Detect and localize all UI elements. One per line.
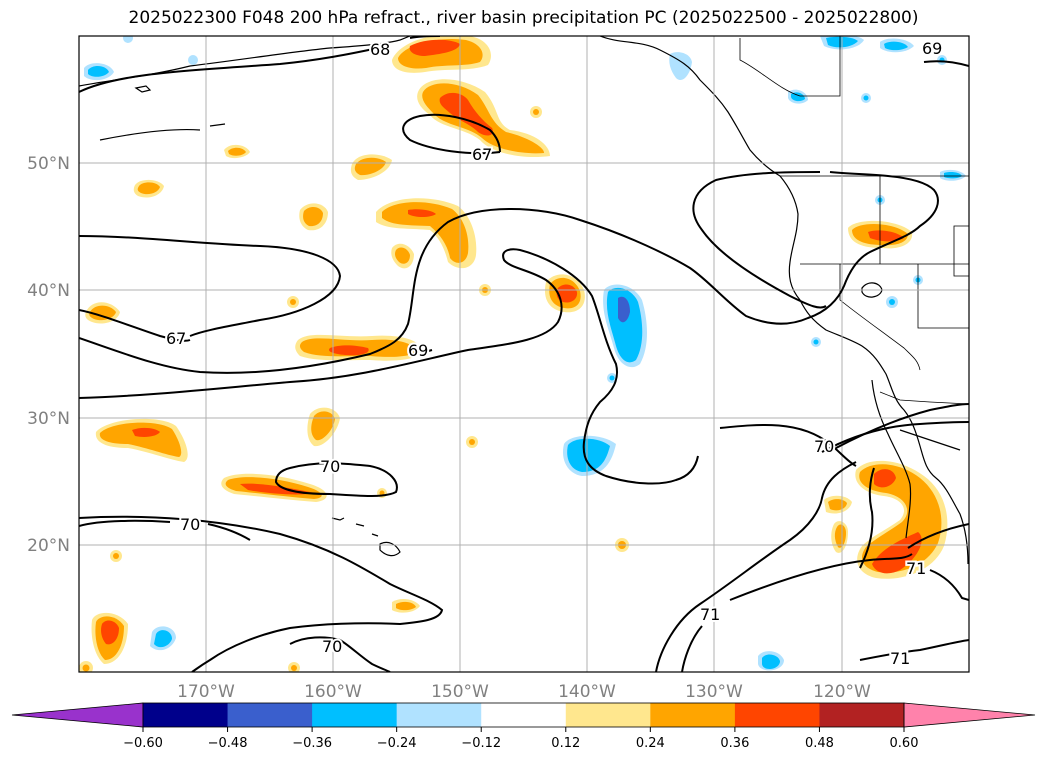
contour-label: 71 bbox=[700, 605, 720, 624]
contour-label: 67 bbox=[166, 329, 186, 348]
contour-label: 70 bbox=[322, 637, 342, 656]
lat-label: 40°N bbox=[27, 281, 70, 301]
longitude-labels: 170°W 160°W 150°W 140°W 130°W 120°W bbox=[177, 682, 871, 702]
lon-label: 150°W bbox=[431, 682, 489, 702]
lon-label: 170°W bbox=[177, 682, 235, 702]
colorbar-cell bbox=[481, 703, 567, 727]
colorbar-extend-left bbox=[11, 702, 144, 728]
contour-label: 70 bbox=[180, 515, 200, 534]
colorbar-extend-right bbox=[903, 702, 1036, 728]
colorbar: −0.60 −0.48 −0.36 −0.24 −0.12 0.12 0.24 0.36 0.4… bbox=[11, 702, 1036, 751]
contour-label: 69 bbox=[922, 39, 942, 58]
contour-label: 69 bbox=[408, 341, 428, 360]
colorbar-tick-label: −0.48 bbox=[208, 736, 248, 751]
colorbar-tick-label: −0.36 bbox=[292, 736, 332, 751]
colorbar-outline bbox=[142, 702, 905, 728]
colorbar-cell bbox=[396, 703, 482, 727]
lon-label: 140°W bbox=[558, 682, 616, 702]
lat-label: 30°N bbox=[27, 409, 70, 429]
map-title: 2025022300 F048 200 hPa refract., river … bbox=[128, 8, 919, 28]
lon-label: 120°W bbox=[813, 682, 871, 702]
lat-label: 20°N bbox=[27, 536, 70, 556]
lon-label: 160°W bbox=[304, 682, 362, 702]
map-area bbox=[79, 36, 969, 672]
colorbar-cell bbox=[650, 703, 736, 727]
latitude-labels: 50°N 40°N 30°N 20°N bbox=[27, 154, 70, 556]
colorbar-tick-label: −0.60 bbox=[123, 736, 163, 751]
contour-label: 71 bbox=[906, 559, 926, 578]
colorbar-cell bbox=[565, 703, 651, 727]
lon-label: 130°W bbox=[685, 682, 743, 702]
contour-label: 70 bbox=[814, 437, 834, 456]
colorbar-tick-label: −0.24 bbox=[377, 736, 417, 751]
colorbar-cell bbox=[819, 703, 905, 727]
contour-label: 70 bbox=[320, 457, 340, 476]
contour-label: 67 bbox=[472, 145, 492, 164]
refractivity-contours bbox=[79, 36, 969, 672]
colorbar-tick-label: 0.12 bbox=[551, 736, 580, 751]
country-borders bbox=[739, 36, 969, 405]
lat-label: 50°N bbox=[27, 154, 70, 174]
colorbar-tick-label: 0.48 bbox=[805, 736, 834, 751]
colorbar-cell bbox=[734, 703, 820, 727]
colorbar-tick-label: 0.36 bbox=[720, 736, 749, 751]
colorbar-cell bbox=[143, 703, 229, 727]
contour-label: 71 bbox=[890, 649, 910, 668]
colorbar-tick-label: 0.60 bbox=[890, 736, 919, 751]
contour-label: 68 bbox=[370, 40, 390, 59]
colorbar-tick-label: −0.12 bbox=[461, 736, 501, 751]
precip-negative-fields bbox=[84, 36, 966, 671]
map-frame bbox=[78, 35, 970, 673]
colorbar-cell bbox=[312, 703, 398, 727]
gridlines bbox=[79, 36, 969, 672]
colorbar-tick-label: 0.24 bbox=[636, 736, 665, 751]
colorbar-cell bbox=[227, 703, 313, 727]
contour-labels: 68 69 67 67 69 70 70 70 70 71 71 71 bbox=[164, 37, 944, 670]
